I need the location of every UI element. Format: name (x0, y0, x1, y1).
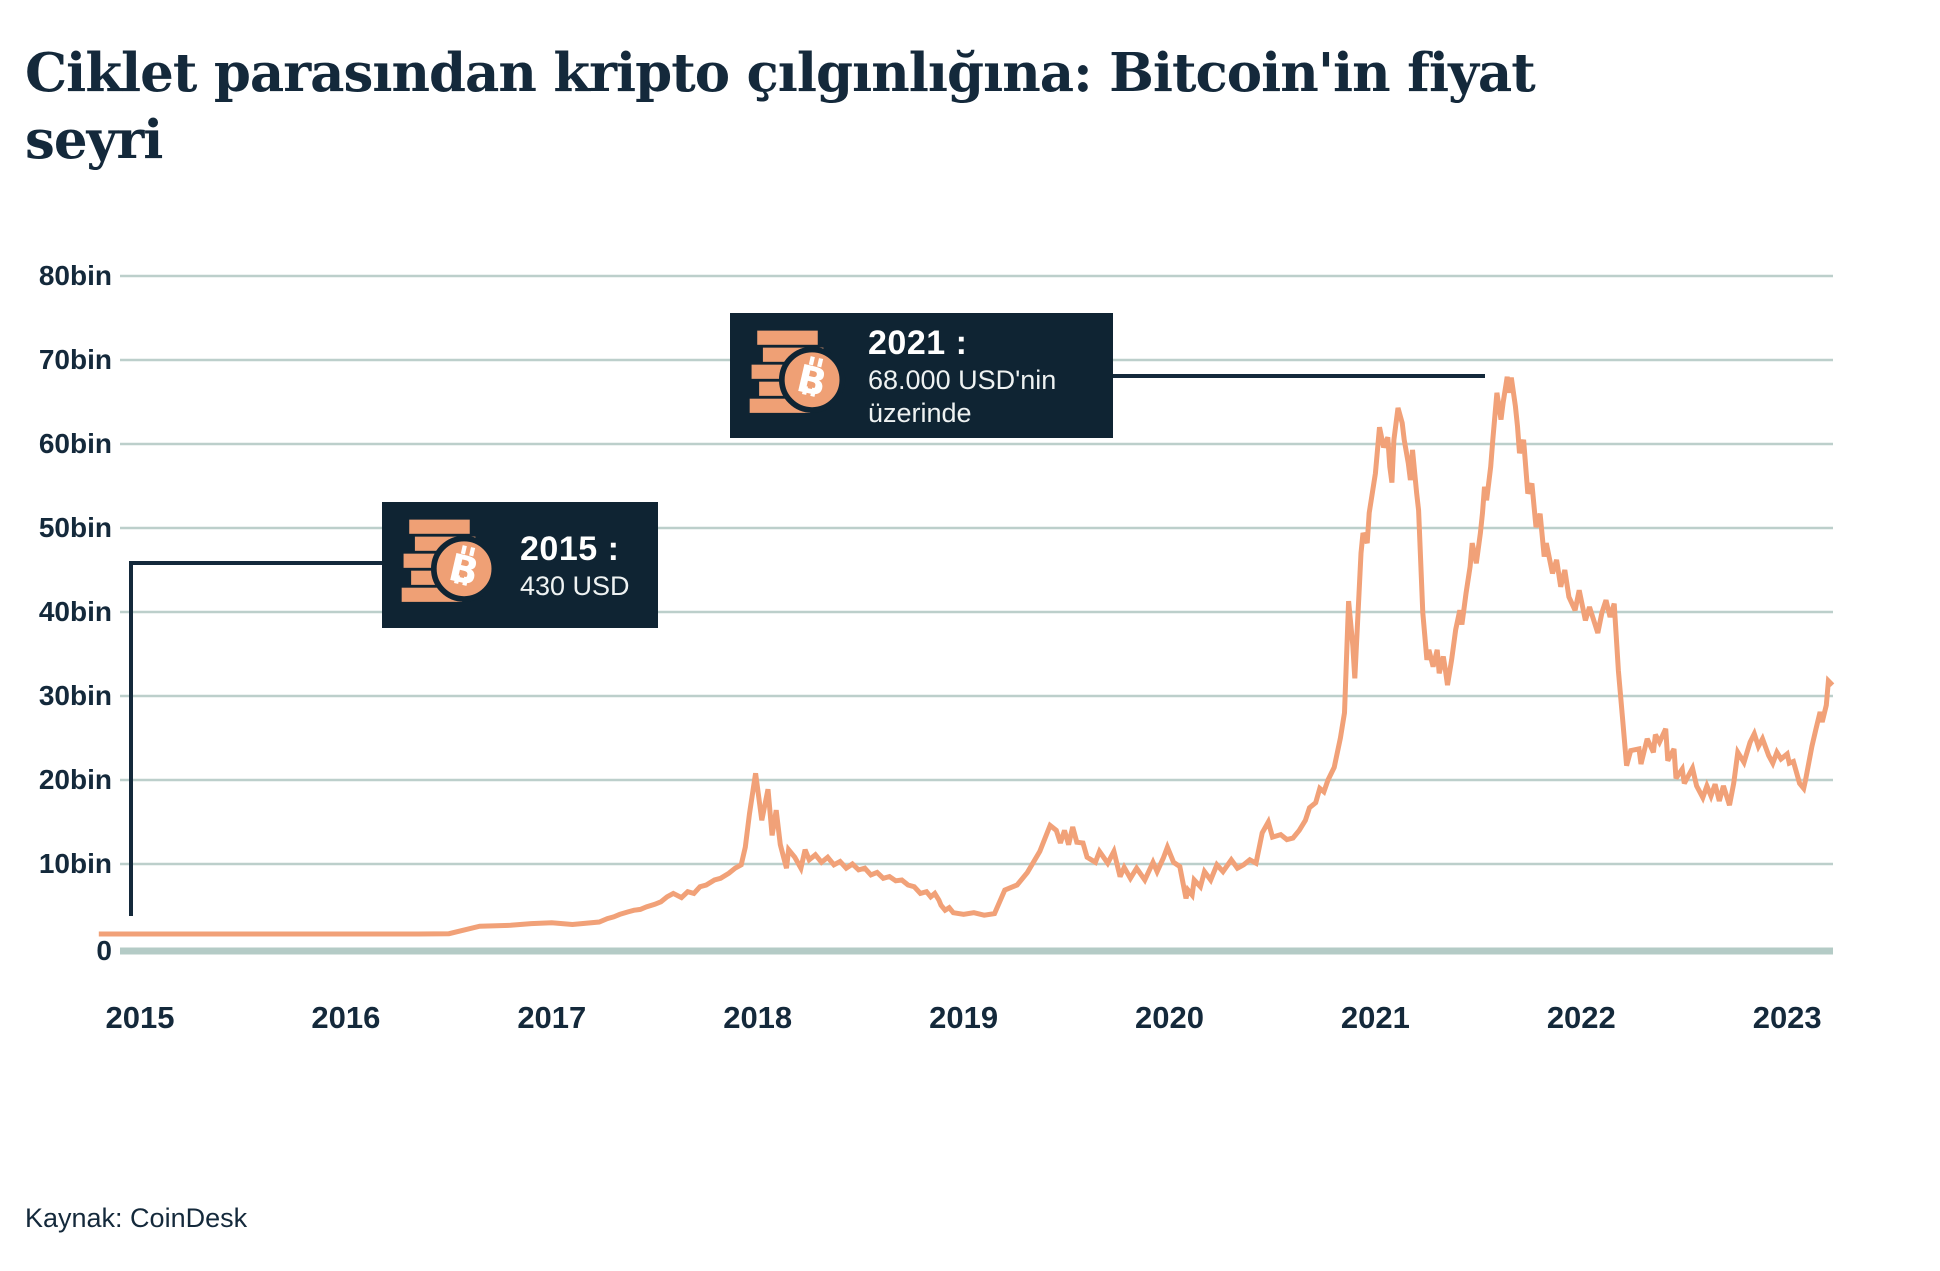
bitcoin-coin-stack-icon: B (401, 519, 498, 602)
callout-2021-value: 68.000 USD'nin üzerinde (868, 364, 1057, 428)
callout-2015-value: 430 USD (520, 570, 630, 601)
callout-2021: B 2021 : 68.000 USD'nin üzerinde (730, 313, 1113, 438)
x-axis-label-2020: 2020 (1135, 1000, 1204, 1035)
x-axis-label-2017: 2017 (517, 1000, 587, 1035)
leader-line-2015 (129, 561, 382, 916)
price-line-layer (98, 376, 1835, 937)
callout-2015-year: 2015 : (520, 529, 620, 568)
y-axis-label-10bin: 10bin (38, 848, 112, 879)
y-axis-label-40bin: 40bin (38, 596, 112, 627)
page-title: Ciklet parasından kripto çılgınlığına: B… (25, 41, 1536, 172)
x-axis-label-2016: 2016 (311, 1000, 381, 1035)
bitcoin-coin (778, 346, 846, 413)
bitcoin-coin-stack-icon: B (749, 330, 846, 413)
bitcoin-price-line (98, 376, 1835, 937)
x-axis-label-2023: 2023 (1752, 1000, 1822, 1035)
callout-leader-lines (129, 374, 1485, 916)
x-axis-label-2018: 2018 (723, 1000, 793, 1035)
x-axis-label-2021: 2021 (1340, 1000, 1410, 1035)
callout-2021-year: 2021 : (868, 323, 968, 362)
y-axis-label-80bin: 80bin (38, 260, 112, 291)
callout-2015: B 2015 : 430 USD (382, 502, 658, 628)
bitcoin-coin (430, 535, 498, 602)
x-axis-label-2015: 2015 (105, 1000, 175, 1035)
source-credit: Kaynak: CoinDesk (25, 1203, 248, 1233)
y-axis-label-20bin: 20bin (38, 764, 112, 795)
y-axis-label-30bin: 30bin (38, 680, 112, 711)
y-axis-label-60bin: 60bin (38, 428, 112, 459)
y-axis-label-50bin: 50bin (38, 512, 112, 543)
x-axis-label-2019: 2019 (929, 1000, 999, 1035)
y-axis-label-70bin: 70bin (38, 344, 112, 375)
y-axis-label-0: 0 (96, 935, 112, 966)
x-axis-label-2022: 2022 (1546, 1000, 1616, 1035)
